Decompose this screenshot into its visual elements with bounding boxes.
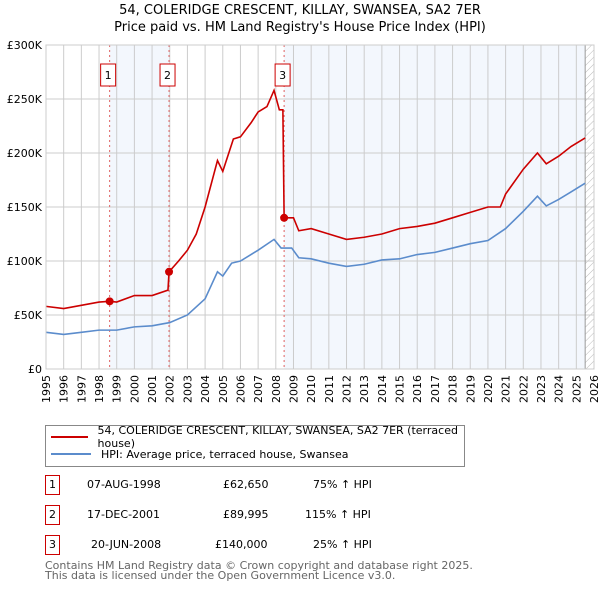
x-tick-label: 2001 — [146, 375, 159, 403]
sale-date: 17-DEC-2001 — [87, 508, 161, 521]
x-tick-label: 2008 — [270, 375, 283, 403]
x-tick-label: 2022 — [517, 375, 530, 403]
x-tick-label: 2024 — [553, 375, 566, 403]
sale-point — [105, 297, 114, 306]
legend-label: HPI: Average price, terraced house, Swan… — [101, 447, 349, 461]
x-tick-label: 1995 — [40, 375, 53, 403]
footer: Contains HM Land Registry data © Crown c… — [45, 559, 473, 582]
x-tick-label: 2026 — [588, 375, 600, 403]
sale-label-box — [100, 63, 117, 87]
sale-label: 1 — [105, 69, 112, 82]
blue-line-swatch — [51, 453, 91, 455]
x-tick-label: 2018 — [447, 375, 460, 403]
sale-hpi: 25% ↑ HPI — [313, 538, 372, 551]
footer-line: Contains HM Land Registry data © Crown c… — [45, 559, 473, 572]
sale-date: 20-JUN-2008 — [91, 538, 162, 551]
x-tick-label: 2009 — [287, 375, 300, 403]
x-tick-label: 1996 — [58, 375, 71, 403]
y-tick-label: £250K — [7, 93, 43, 106]
y-tick-label: £300K — [7, 39, 43, 52]
x-tick-label: 2017 — [429, 375, 442, 403]
x-tick-label: 2021 — [500, 375, 513, 403]
legend-item-property: 54, COLERIDGE CRESCENT, KILLAY, SWANSEA,… — [46, 424, 464, 450]
x-tick-label: 2019 — [464, 375, 477, 403]
sale-point — [165, 267, 174, 276]
x-tick-label: 2006 — [234, 375, 247, 403]
sale-date: 07-AUG-1998 — [87, 478, 161, 491]
x-tick-label: 1997 — [75, 375, 88, 403]
x-tick-label: 2000 — [128, 375, 141, 403]
series-line — [45, 87, 586, 310]
x-tick-label: 2012 — [341, 375, 354, 403]
x-tick-label: 2016 — [411, 375, 424, 403]
sale-hpi: 75% ↑ HPI — [313, 478, 372, 491]
x-tick-label: 1998 — [93, 375, 106, 403]
chart-title: 54, COLERIDGE CRESCENT, KILLAY, SWANSEA,… — [119, 3, 481, 18]
x-tick-label: 1999 — [111, 375, 124, 403]
y-tick-label: £100K — [7, 255, 43, 268]
y-tick-label: £0 — [28, 363, 42, 376]
legend-label: 54, COLERIDGE CRESCENT, KILLAY, SWANSEA,… — [97, 424, 458, 450]
x-tick-label: 2010 — [305, 375, 318, 403]
x-tick-label: 2020 — [482, 375, 495, 403]
sale-number: 2 — [45, 505, 60, 525]
legend-item-hpi: HPI: Average price, terraced house, Swan… — [46, 446, 348, 462]
red-line-swatch — [51, 436, 88, 438]
x-tick-label: 2004 — [199, 375, 212, 403]
sale-hpi: 115% ↑ HPI — [305, 508, 371, 521]
sale-label-box — [159, 63, 176, 87]
sale-label-box — [274, 63, 291, 87]
x-tick-label: 2014 — [376, 375, 389, 403]
sale-row: 1 07-AUG-1998 £62,650 75% ↑ HPI — [45, 475, 505, 495]
sale-row: 2 17-DEC-2001 £89,995 115% ↑ HPI — [45, 505, 505, 525]
x-tick-label: 2007 — [252, 375, 265, 403]
sale-price: £89,995 — [223, 508, 269, 521]
sale-price: £62,650 — [223, 478, 269, 491]
plot-area: 1995 1996 1997 1998 1999 2000 2001 2002 2003 2004… — [7, 39, 600, 403]
x-tick-label: 2002 — [164, 375, 177, 403]
x-tick-label: 2025 — [570, 375, 583, 403]
x-tick-label: 2003 — [181, 375, 194, 403]
x-tick-label: 2005 — [217, 375, 230, 403]
y-tick-label: £150K — [7, 201, 43, 214]
y-tick-label: £50K — [14, 309, 43, 322]
footer-line: This data is licensed under the Open Gov… — [45, 569, 396, 582]
sale-label: 3 — [279, 69, 286, 82]
x-tick-label: 2023 — [535, 375, 548, 403]
sale-point — [280, 213, 289, 222]
chart-subtitle: Price paid vs. HM Land Registry's House … — [114, 20, 486, 35]
sale-label: 2 — [164, 69, 171, 82]
x-tick-label: 2011 — [323, 375, 336, 403]
sale-number: 3 — [45, 535, 60, 555]
legend: 54, COLERIDGE CRESCENT, KILLAY, SWANSEA,… — [45, 424, 465, 467]
y-tick-label: £200K — [7, 147, 43, 160]
plot-border — [45, 44, 595, 370]
x-tick-label: 2015 — [394, 375, 407, 403]
x-tick-label: 2013 — [358, 375, 371, 403]
sale-price: £140,000 — [215, 538, 268, 551]
sale-row: 3 20-JUN-2008 £140,000 25% ↑ HPI — [45, 535, 505, 555]
sale-number: 1 — [45, 475, 60, 495]
series-line — [45, 182, 586, 336]
